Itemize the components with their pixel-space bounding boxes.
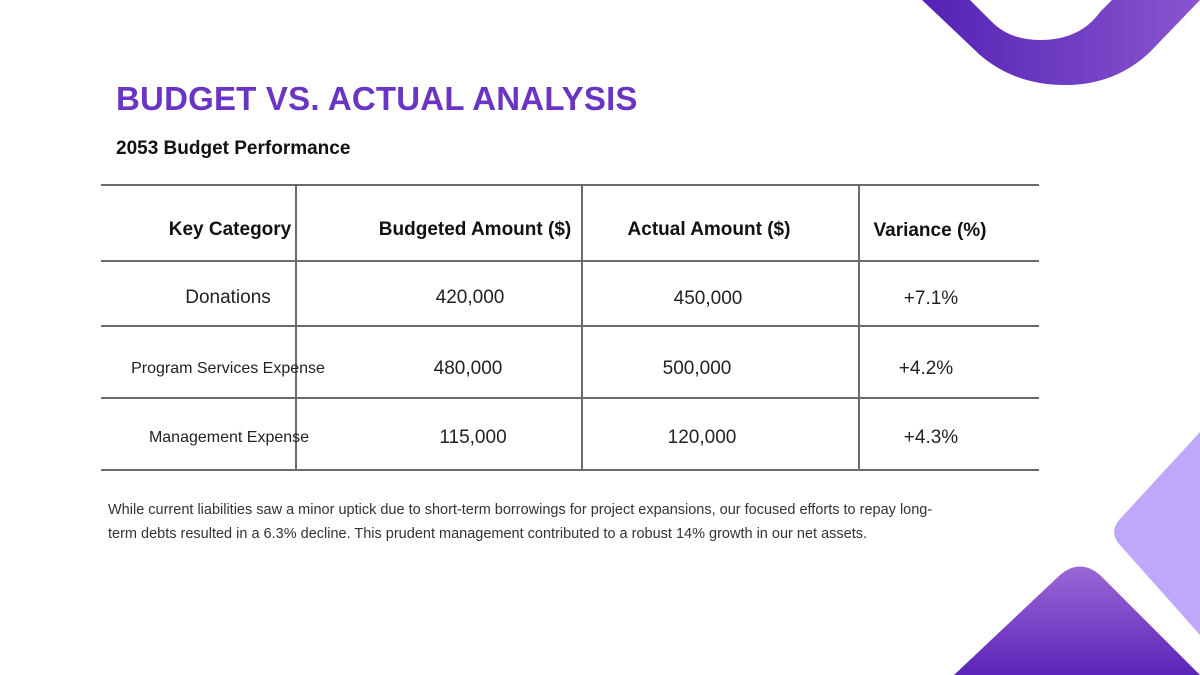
table-cell-budgeted: 420,000 (435, 287, 505, 308)
table-cell-actual: 450,000 (673, 288, 743, 309)
table-cell-category: Program Services Expense (131, 360, 325, 377)
table-cell-budgeted: 480,000 (433, 358, 503, 379)
decorative-geometric-shapes (954, 432, 1200, 675)
column-header-category: Key Category (168, 219, 292, 240)
table-column-divider (581, 184, 583, 470)
table-rule-row2 (101, 397, 1039, 399)
table-cell-variance: +7.1% (903, 288, 959, 309)
table-cell-variance: +4.2% (898, 358, 954, 379)
table-cell-category: Management Expense (148, 429, 310, 446)
table-cell-category: Donations (185, 287, 271, 308)
page-title: BUDGET VS. ACTUAL ANALYSIS (116, 80, 638, 117)
column-header-actual: Actual Amount ($) (627, 219, 791, 240)
table-cell-variance: +4.3% (903, 427, 959, 448)
table-rule-top (101, 184, 1039, 186)
table-rule-header (101, 260, 1039, 262)
column-header-budgeted: Budgeted Amount ($) (378, 219, 572, 240)
table-column-divider (858, 184, 860, 470)
page-subtitle: 2053 Budget Performance (116, 138, 351, 159)
decorative-curve-shape (922, 0, 1200, 85)
table-cell-actual: 500,000 (662, 358, 732, 379)
summary-paragraph: While current liabilities saw a minor up… (108, 502, 933, 542)
table-column-divider (295, 184, 297, 470)
column-header-variance: Variance (%) (873, 220, 987, 241)
table-rule-row1 (101, 325, 1039, 327)
table-cell-budgeted: 115,000 (439, 427, 507, 448)
table-rule-bottom (101, 469, 1039, 471)
budget-table: Key Category Budgeted Amount ($) Actual … (101, 184, 1039, 471)
table-cell-actual: 120,000 (667, 427, 737, 448)
